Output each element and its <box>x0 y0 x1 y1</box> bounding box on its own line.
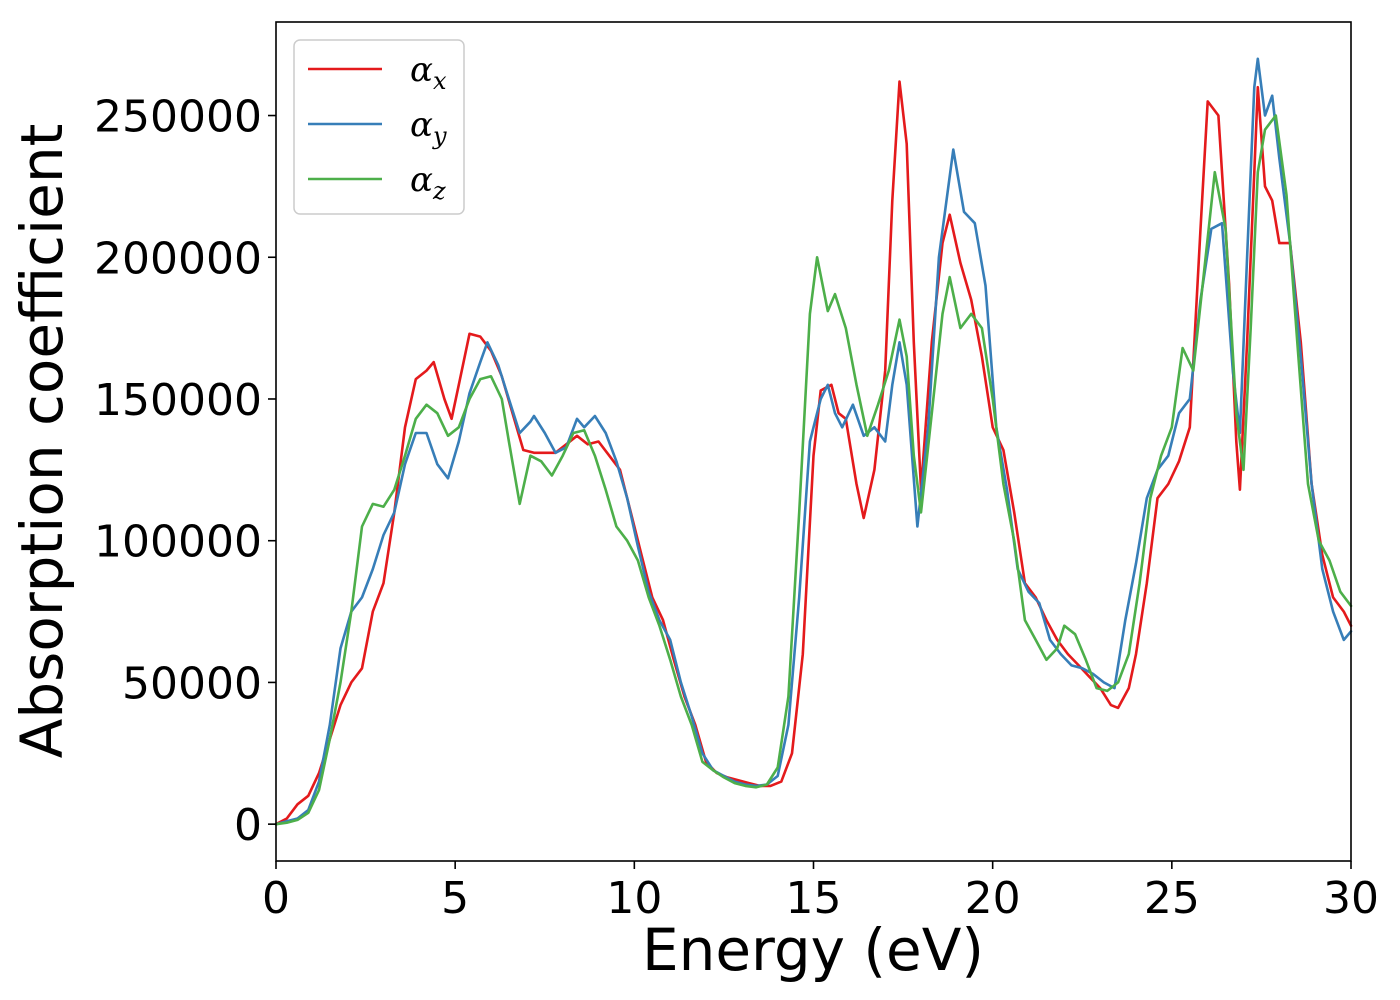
y-tick-label: 100000 <box>94 517 262 568</box>
series-line-x <box>274 80 1353 826</box>
x-tick-label: 25 <box>1144 873 1200 924</box>
y-tick-label: 0 <box>234 800 262 851</box>
y-tick-label: 200000 <box>94 233 262 284</box>
x-tick-label: 10 <box>606 873 662 924</box>
y-tick-label: 50000 <box>122 658 262 709</box>
legend-label-y: αy <box>410 105 447 150</box>
x-tick-label: 30 <box>1323 873 1379 924</box>
x-tick-label: 20 <box>965 873 1021 924</box>
legend-label-z: αz <box>410 160 446 205</box>
legend: αx αy αz <box>293 39 465 215</box>
y-tick-label: 250000 <box>94 92 262 143</box>
x-tick-label: 0 <box>262 873 290 924</box>
x-tick-label: 5 <box>441 873 469 924</box>
x-axis-title: Energy (eV) <box>642 916 984 984</box>
y-tick-label: 150000 <box>94 375 262 426</box>
y-axis-ticks: 0 50000 100000 150000 200000 250000 <box>94 92 276 851</box>
series-layer <box>274 57 1353 826</box>
legend-label-x: αx <box>410 50 447 95</box>
x-axis-ticks: 0 5 10 15 20 25 30 <box>262 861 1379 924</box>
x-tick-label: 15 <box>786 873 842 924</box>
legend-box <box>293 39 465 215</box>
y-axis-title: Absorption coefficient <box>8 124 76 759</box>
series-line-z <box>274 114 1353 826</box>
